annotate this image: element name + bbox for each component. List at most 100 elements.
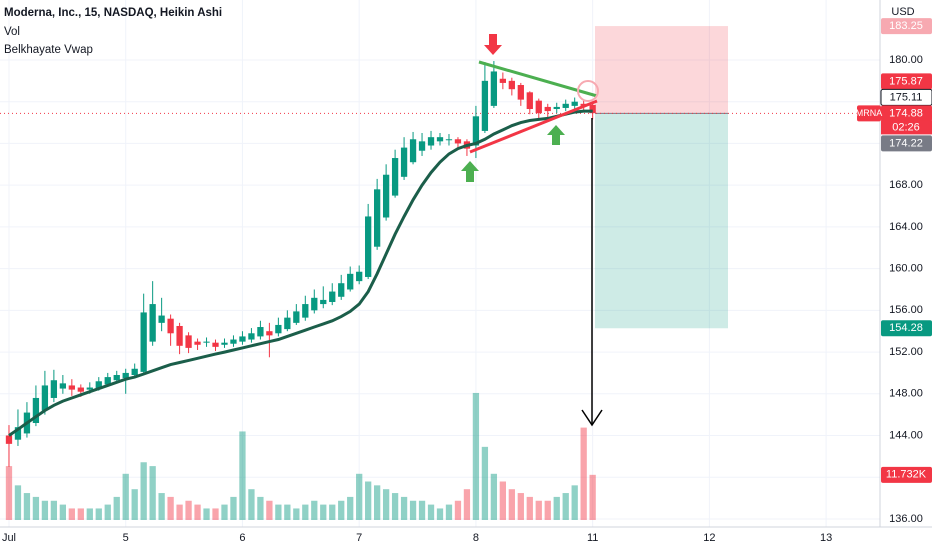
volume-bar bbox=[571, 485, 578, 520]
candle-body bbox=[5, 435, 13, 444]
volume-bar bbox=[338, 500, 345, 520]
volume-bar bbox=[409, 500, 417, 520]
y-tick-label: 160.00 bbox=[889, 263, 923, 275]
volume-bar bbox=[463, 489, 471, 520]
volume-bar bbox=[68, 508, 75, 520]
candle-body bbox=[490, 71, 498, 106]
volume-bar bbox=[59, 504, 66, 520]
volume-label: 11.732K bbox=[886, 469, 927, 481]
candle-body bbox=[356, 271, 363, 282]
candle-body bbox=[77, 387, 84, 392]
volume-bar bbox=[122, 473, 129, 520]
volume-bar bbox=[320, 504, 327, 520]
candle-body bbox=[382, 174, 390, 218]
volume-bar bbox=[526, 496, 533, 520]
price-label-bg bbox=[881, 105, 932, 122]
volume-bar bbox=[275, 504, 282, 520]
x-tick-label: 11 bbox=[587, 532, 598, 544]
countdown-bg bbox=[881, 120, 932, 135]
candle-body bbox=[41, 385, 49, 411]
y-tick-label: 136.00 bbox=[889, 513, 923, 525]
candle-body bbox=[526, 92, 533, 110]
candle-body bbox=[104, 377, 111, 385]
candle-body bbox=[158, 315, 165, 323]
volume-bar bbox=[293, 508, 300, 520]
volume-bar bbox=[41, 500, 49, 520]
volume-bar bbox=[50, 500, 58, 520]
candle-body bbox=[553, 106, 560, 110]
volume-bar bbox=[212, 508, 219, 520]
candle-body bbox=[149, 304, 156, 342]
x-tick-label: 6 bbox=[239, 532, 245, 544]
price-label: 154.28 bbox=[889, 322, 923, 334]
candle-body bbox=[176, 325, 183, 346]
candle-body bbox=[167, 318, 174, 334]
candle-body bbox=[445, 139, 453, 141]
volume-bar bbox=[311, 500, 318, 520]
price-label-bg bbox=[881, 18, 932, 35]
volume-bar bbox=[347, 496, 354, 520]
candle-body bbox=[50, 380, 58, 398]
volume-bar bbox=[32, 496, 40, 520]
candle-body bbox=[320, 299, 327, 305]
volume-bar bbox=[302, 504, 309, 520]
volume-bar bbox=[131, 489, 138, 520]
candle-body bbox=[86, 387, 93, 390]
candle-body bbox=[194, 341, 201, 345]
candle-body bbox=[212, 342, 219, 347]
candle-body bbox=[68, 385, 75, 390]
candle-body bbox=[391, 158, 399, 196]
candle-body bbox=[589, 104, 596, 114]
target-zone bbox=[595, 113, 728, 329]
volume-bar bbox=[508, 489, 515, 520]
candle-body bbox=[275, 324, 282, 334]
y-tick-label: 168.00 bbox=[889, 179, 923, 191]
highlight-circle bbox=[577, 80, 599, 102]
volume-label-bg bbox=[881, 466, 932, 483]
price-label: 174.22 bbox=[889, 137, 923, 149]
candle-body bbox=[329, 291, 336, 302]
volume-bar bbox=[14, 485, 22, 520]
candle-body bbox=[454, 139, 462, 144]
volume-bar bbox=[391, 493, 399, 520]
candle-body bbox=[113, 375, 120, 381]
volume-bar bbox=[230, 496, 237, 520]
candle-body bbox=[239, 336, 246, 342]
volume-bar bbox=[329, 504, 336, 520]
candle-body bbox=[365, 216, 372, 277]
volume-bar bbox=[77, 508, 84, 520]
volume-bar bbox=[113, 496, 120, 520]
projection-arrow-head bbox=[581, 409, 603, 427]
candle-body bbox=[374, 189, 381, 247]
volume-bar bbox=[176, 504, 183, 520]
position-tool bbox=[0, 26, 880, 329]
candle-body bbox=[481, 80, 489, 131]
candle-body bbox=[562, 103, 569, 108]
volume-bar bbox=[553, 496, 560, 520]
price-label: 183.25 bbox=[889, 20, 923, 32]
indicator-label: Belkhayate Vwap bbox=[4, 44, 93, 56]
volume-bar bbox=[5, 466, 13, 520]
candle-body bbox=[347, 273, 354, 290]
volume-bar bbox=[535, 500, 542, 520]
candle-body bbox=[508, 80, 515, 90]
volume-bar bbox=[374, 485, 381, 520]
candle-body bbox=[131, 368, 138, 376]
price-label: 175.11 bbox=[890, 91, 923, 103]
candle-body bbox=[59, 383, 66, 389]
chart-title: Moderna, Inc., 15, NASDAQ, Heikin Ashi bbox=[4, 7, 222, 19]
candle-body bbox=[14, 427, 22, 440]
axes: 136.00140.00144.00148.00152.00156.00160.… bbox=[2, 18, 932, 544]
symbol-tag: MRNA bbox=[856, 108, 883, 118]
x-tick-label: 8 bbox=[473, 532, 479, 544]
price-label-bg bbox=[881, 135, 932, 152]
x-tick-label: 7 bbox=[356, 532, 362, 544]
volume-bar bbox=[194, 504, 201, 520]
up-arrow bbox=[547, 125, 565, 145]
down-arrow bbox=[484, 34, 502, 55]
volume-bar bbox=[517, 493, 524, 520]
volume-bar bbox=[481, 446, 489, 520]
